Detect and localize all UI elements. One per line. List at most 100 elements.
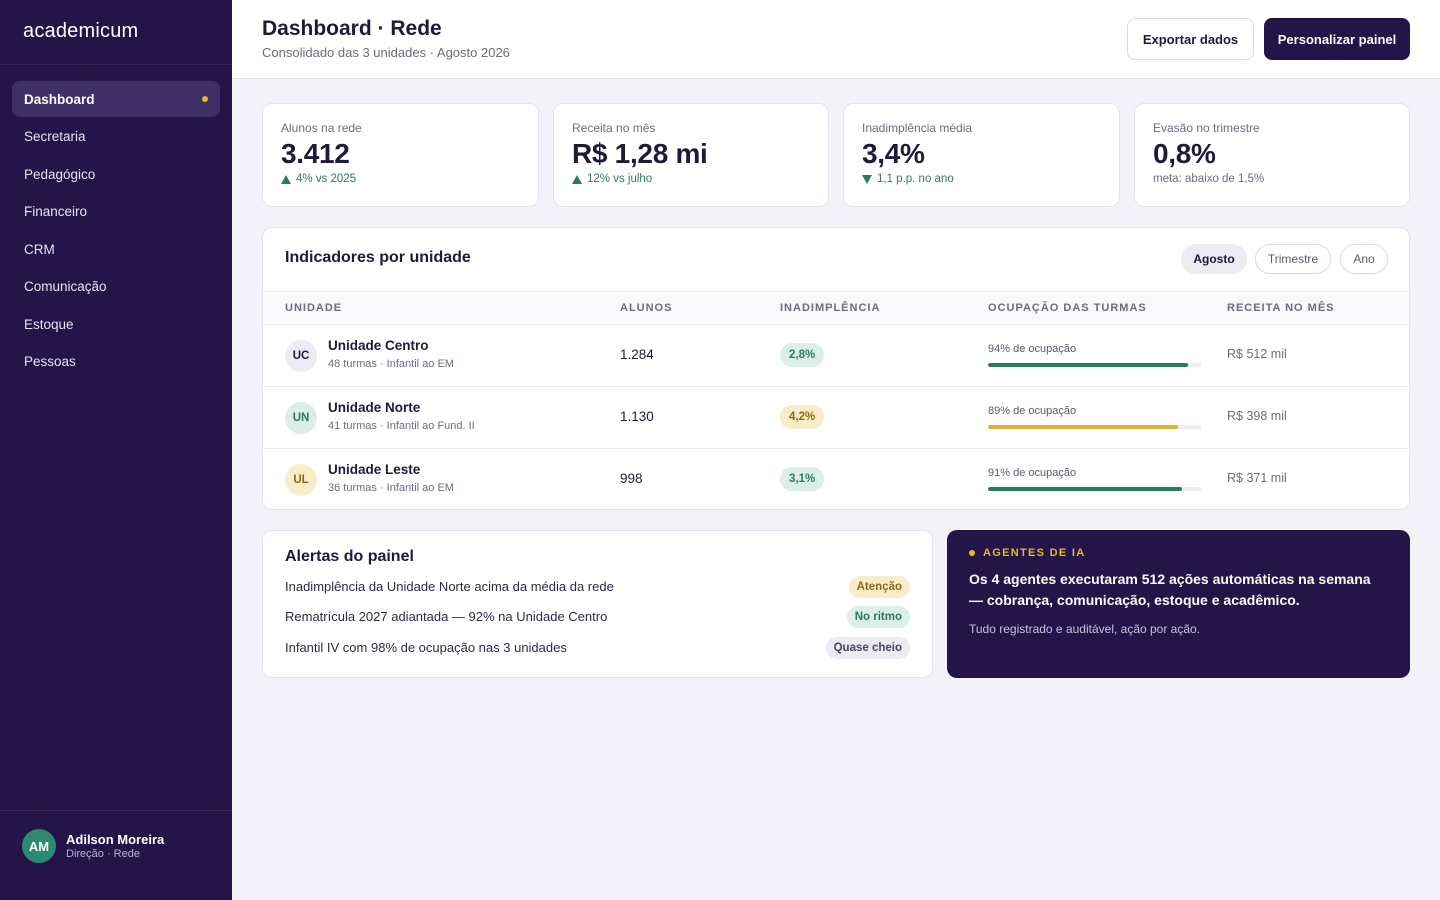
trend-up-icon <box>281 174 291 184</box>
unit-students: 1.130 <box>620 409 654 424</box>
kpi-delta: 1,1 p.p. no ano <box>862 173 1101 185</box>
kpi-delta-text: 12% vs julho <box>587 173 653 185</box>
customize-panel-button[interactable]: Personalizar painel <box>1264 18 1410 60</box>
table-header: UNIDADE ALUNOS INADIMPLÊNCIA OCUPAÇÃO DA… <box>263 291 1409 325</box>
kpi-label: Inadimplência média <box>862 121 973 135</box>
table-row[interactable]: UL Unidade Leste 36 turmas · Infantil ao… <box>263 449 1409 509</box>
kpi-delta: 12% vs julho <box>572 173 810 185</box>
section-title: Indicadores por unidade <box>285 249 471 266</box>
sidebar-divider-bottom <box>0 810 232 811</box>
active-indicator-dot <box>202 96 208 102</box>
delinquency-badge: 4,2% <box>780 405 825 429</box>
table-row[interactable]: UN Unidade Norte 41 turmas · Infantil ao… <box>263 387 1409 449</box>
user-role: Direção · Rede <box>66 848 140 860</box>
status-dot-icon <box>969 550 975 556</box>
sidebar-item-crm[interactable]: CRM <box>12 231 220 267</box>
unit-revenue: R$ 512 mil <box>1227 347 1287 361</box>
ai-eyebrow: AGENTES DE IA <box>969 547 1388 559</box>
occupancy-bar-fill <box>988 425 1178 429</box>
kpi-card-dropout: Evasão no trimestre 0,8% meta: abaixo de… <box>1134 103 1410 207</box>
status-badge: Atenção <box>848 576 910 598</box>
alerts-card: Alertas do painel Inadimplência da Unida… <box>262 530 933 678</box>
occupancy-label: 91% de ocupação <box>988 467 1077 479</box>
occupancy-bar <box>988 487 1201 491</box>
alert-text: Inadimplência da Unidade Norte acima da … <box>285 579 614 594</box>
sidebar-item-label: Dashboard <box>24 91 95 107</box>
alert-item[interactable]: Infantil IV com 98% de ocupação nas 3 un… <box>285 637 910 659</box>
kpi-delta-text: 1,1 p.p. no ano <box>877 173 954 185</box>
occupancy-label: 89% de ocupação <box>988 405 1077 417</box>
unit-students: 1.284 <box>620 347 654 362</box>
section-title: Alertas do painel <box>285 548 414 565</box>
unit-detail: 36 turmas · Infantil ao EM <box>328 482 454 494</box>
alert-item[interactable]: Rematrícula 2027 adiantada — 92% na Unid… <box>285 606 910 628</box>
kpi-delta: 4% vs 2025 <box>281 173 520 185</box>
sidebar-item-secretaria[interactable]: Secretaria <box>12 119 220 155</box>
page-title: Dashboard · Rede <box>262 17 442 40</box>
column-header-delinquency[interactable]: INADIMPLÊNCIA <box>780 302 881 314</box>
table-row[interactable]: UC Unidade Centro 48 turmas · Infantil a… <box>263 325 1409 387</box>
ai-eyebrow-label: AGENTES DE IA <box>983 547 1086 559</box>
export-data-button[interactable]: Exportar dados <box>1127 18 1254 60</box>
kpi-label: Alunos na rede <box>281 121 362 135</box>
user-profile[interactable]: AM Adilson Moreira Direção · Rede <box>22 829 164 863</box>
sidebar-item-label: Secretaria <box>24 129 86 144</box>
kpi-label: Evasão no trimestre <box>1153 121 1260 135</box>
sidebar-item-financeiro[interactable]: Financeiro <box>12 194 220 230</box>
unit-name: Unidade Centro <box>328 338 429 353</box>
unit-revenue: R$ 398 mil <box>1227 409 1287 423</box>
status-badge: Quase cheio <box>825 637 910 659</box>
sidebar-item-label: Estoque <box>24 316 74 332</box>
sidebar-nav: Dashboard Secretaria Pedagógico Financei… <box>12 81 220 381</box>
kpi-card-delinquency: Inadimplência média 3,4% 1,1 p.p. no ano <box>843 103 1120 207</box>
status-badge: No ritmo <box>846 606 910 628</box>
sidebar-item-estoque[interactable]: Estoque <box>12 306 220 342</box>
units-indicators-card: Indicadores por unidade Agosto Trimestre… <box>262 227 1410 510</box>
period-tab-trimestre[interactable]: Trimestre <box>1255 244 1331 274</box>
sidebar-item-label: Financeiro <box>24 204 88 219</box>
unit-students: 998 <box>620 471 643 486</box>
occupancy-label: 94% de ocupação <box>988 343 1077 355</box>
alert-item[interactable]: Inadimplência da Unidade Norte acima da … <box>285 576 910 598</box>
period-tab-agosto[interactable]: Agosto <box>1181 244 1247 274</box>
unit-avatar: UN <box>285 402 317 434</box>
ai-subtext: Tudo registrado e auditável, ação por aç… <box>969 622 1201 636</box>
page-header: Dashboard · Rede Consolidado das 3 unida… <box>232 0 1440 79</box>
period-tab-ano[interactable]: Ano <box>1340 244 1388 274</box>
kpi-value: R$ 1,28 mi <box>572 138 708 169</box>
sidebar-item-label: Comunicação <box>24 279 107 294</box>
sidebar-item-pessoas[interactable]: Pessoas <box>12 344 220 380</box>
occupancy-bar <box>988 425 1201 429</box>
column-header-occupancy[interactable]: OCUPAÇÃO DAS TURMAS <box>988 302 1147 314</box>
sidebar-item-comunicacao[interactable]: Comunicação <box>12 269 220 305</box>
delinquency-badge: 3,1% <box>780 467 825 491</box>
occupancy-bar <box>988 363 1201 367</box>
user-name: Adilson Moreira <box>66 832 165 847</box>
kpi-value: 3,4% <box>862 138 925 169</box>
page-subtitle: Consolidado das 3 unidades · Agosto 2026 <box>262 45 510 60</box>
delinquency-badge: 2,8% <box>780 343 825 367</box>
sidebar-item-dashboard[interactable]: Dashboard <box>12 81 220 117</box>
sidebar-item-pedagogico[interactable]: Pedagógico <box>12 156 220 192</box>
kpi-value: 3.412 <box>281 138 350 169</box>
unit-detail: 41 turmas · Infantil ao Fund. II <box>328 420 475 432</box>
alert-text: Rematrícula 2027 adiantada — 92% na Unid… <box>285 609 608 624</box>
unit-detail: 48 turmas · Infantil ao EM <box>328 358 454 370</box>
kpi-card-students: Alunos na rede 3.412 4% vs 2025 <box>262 103 539 207</box>
kpi-label: Receita no mês <box>572 121 656 135</box>
column-header-unit[interactable]: UNIDADE <box>285 302 343 314</box>
column-header-revenue[interactable]: RECEITA NO MÊS <box>1227 302 1335 314</box>
occupancy-bar-fill <box>988 363 1189 367</box>
kpi-delta-text: meta: abaixo de 1,5% <box>1153 173 1265 185</box>
alert-text: Infantil IV com 98% de ocupação nas 3 un… <box>285 640 567 655</box>
column-header-students[interactable]: ALUNOS <box>620 302 673 314</box>
ai-headline: Os 4 agentes executaram 512 ações automá… <box>969 571 1371 608</box>
app-logo[interactable]: academicum <box>23 20 139 42</box>
kpi-delta: meta: abaixo de 1,5% <box>1153 173 1391 185</box>
ai-agents-card[interactable]: AGENTES DE IA Os 4 agentes executaram 51… <box>947 530 1410 678</box>
kpi-card-revenue: Receita no mês R$ 1,28 mi 12% vs julho <box>553 103 829 207</box>
trend-down-icon <box>862 174 872 184</box>
unit-name: Unidade Norte <box>328 400 421 415</box>
sidebar-item-label: Pedagógico <box>24 166 96 182</box>
trend-up-icon <box>572 174 582 184</box>
